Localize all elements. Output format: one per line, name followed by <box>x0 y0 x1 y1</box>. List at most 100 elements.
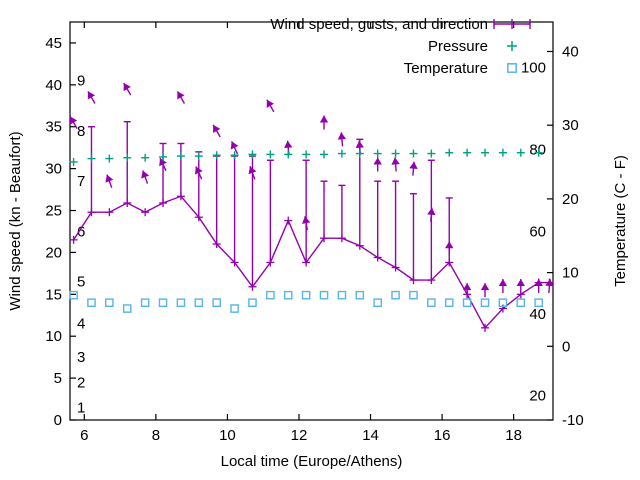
wind-direction-arrow <box>516 278 525 293</box>
wind-direction-arrow <box>319 115 329 130</box>
temperature-marker <box>230 304 239 313</box>
y2-axis-title: Temperature (C - F) <box>612 155 629 287</box>
temperature-marker <box>516 298 526 307</box>
temperature-marker <box>301 290 311 300</box>
y-tick-label: 30 <box>45 161 62 178</box>
wind-direction-arrow <box>105 174 114 189</box>
temperature-marker <box>462 298 472 307</box>
wind-direction-arrow <box>248 166 257 180</box>
temperature-marker <box>534 298 543 307</box>
temperature-marker <box>212 298 221 307</box>
x-axis-ticks: 6 8 10 12 14 16 18 <box>80 22 522 444</box>
wind-direction-arrow <box>176 90 186 104</box>
temperature-marker <box>194 298 204 307</box>
arrow-head <box>302 216 311 224</box>
x-tick-label: 10 <box>219 427 236 444</box>
legend-label: Temperature <box>404 60 488 77</box>
fahrenheit-label: 60 <box>529 223 546 240</box>
arrow-head <box>87 91 96 100</box>
temperature-marker <box>337 290 347 300</box>
y2-tick-label: -10 <box>562 412 584 429</box>
y2-tick-label: 20 <box>562 191 579 208</box>
chart-legend: Wind speed, gusts, and direction Pressure… <box>270 16 531 77</box>
temperature-marker <box>355 290 365 300</box>
wind-direction-arrows <box>69 82 554 298</box>
arrow-head <box>69 116 78 125</box>
wind-direction-arrow <box>409 161 418 176</box>
y2-tick-label: 40 <box>562 43 579 60</box>
wind-direction-arrow <box>212 124 221 138</box>
legend-label: Wind speed, gusts, and direction <box>270 16 488 33</box>
temperature-marker <box>373 298 382 307</box>
arrow-head <box>105 174 114 183</box>
wind-direction-arrow <box>141 170 150 184</box>
wind-direction-arrow <box>337 132 347 147</box>
wind-direction-arrow <box>87 90 96 104</box>
beaufort-label: 6 <box>77 223 85 240</box>
beaufort-scale-labels: 1 2 3 4 5 6 7 8 9 <box>77 73 85 417</box>
arrow-head <box>391 157 400 165</box>
x-tick-label: 6 <box>80 427 88 444</box>
fahrenheit-scale-labels: 20 40 60 80 100 <box>521 60 546 405</box>
temperature-marker <box>498 298 508 307</box>
legend-swatch-square <box>507 63 517 73</box>
arrow-head <box>545 278 554 287</box>
arrow-head <box>266 99 274 108</box>
wind-direction-arrow <box>462 283 472 298</box>
arrow-head <box>319 115 329 123</box>
y-tick-label: 0 <box>54 412 62 429</box>
y-tick-label: 45 <box>45 35 62 52</box>
arrow-head <box>248 166 257 175</box>
pressure-series <box>69 148 543 166</box>
arrow-head <box>123 82 131 92</box>
y-tick-label: 35 <box>45 119 62 136</box>
x-tick-label: 8 <box>152 427 160 444</box>
arrow-head <box>159 158 167 167</box>
fahrenheit-label: 100 <box>521 60 546 77</box>
temperature-marker <box>87 298 96 307</box>
arrow-head <box>373 157 382 165</box>
y-tick-label: 25 <box>45 203 62 220</box>
fahrenheit-label: 40 <box>529 306 546 323</box>
x-tick-label: 14 <box>362 427 379 444</box>
wind-direction-arrow <box>427 207 436 222</box>
wind-direction-arrow <box>194 166 203 180</box>
temperature-marker <box>391 290 400 300</box>
plot-border <box>69 21 554 421</box>
wind-direction-arrow <box>159 157 167 172</box>
temperature-marker <box>266 290 275 300</box>
y2-axis-ticks: -10 0 10 20 30 40 <box>547 43 584 429</box>
wind-direction-arrow <box>123 82 132 96</box>
wind-speed-path <box>72 195 550 330</box>
y2-tick-label: 30 <box>562 117 579 134</box>
arrow-head <box>141 170 150 179</box>
plot-frame <box>69 21 554 421</box>
wind-direction-arrow <box>230 141 239 155</box>
x-tick-label: 18 <box>505 427 522 444</box>
wind-direction-arrow <box>373 157 382 172</box>
wind-direction-arrow <box>445 241 454 256</box>
temperature-series <box>69 290 543 313</box>
wind-direction-arrow <box>534 278 543 293</box>
temperature-marker <box>283 290 293 300</box>
x-tick-label: 12 <box>291 427 308 444</box>
temperature-marker <box>158 298 168 307</box>
y-tick-label: 10 <box>45 328 62 345</box>
y2-tick-label: 10 <box>562 265 579 282</box>
temperature-marker <box>248 298 257 307</box>
beaufort-label: 4 <box>77 316 85 333</box>
arrow-head <box>355 140 364 149</box>
y-tick-label: 15 <box>45 286 62 303</box>
arrow-head <box>462 283 472 291</box>
y-tick-label: 20 <box>45 244 62 261</box>
beaufort-label: 9 <box>77 73 85 90</box>
temperature-marker <box>122 304 132 313</box>
fahrenheit-label: 20 <box>529 388 546 405</box>
x-tick-label: 16 <box>434 427 451 444</box>
beaufort-label: 5 <box>77 274 85 291</box>
wind-speed-line <box>69 192 554 332</box>
arrow-head <box>177 91 185 100</box>
legend-label: Pressure <box>428 38 488 55</box>
x-axis-title: Local time (Europe/Athens) <box>221 453 403 470</box>
